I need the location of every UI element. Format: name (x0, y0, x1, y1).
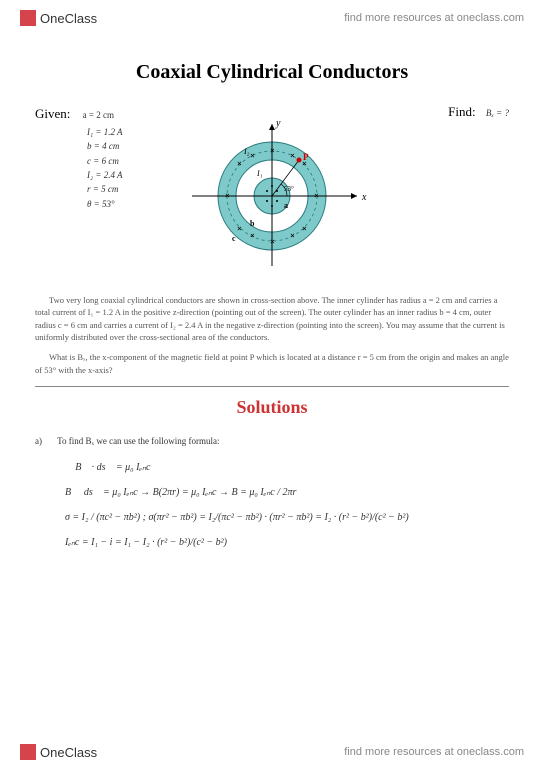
svg-text:×: × (302, 224, 307, 233)
given-column: Given: a = 2 cm I₁ = 1.2 A b = 4 cm c = … (35, 104, 185, 211)
solutions-title: Solutions (35, 397, 509, 418)
svg-text:×: × (290, 151, 295, 160)
given-item: I₂ = 2.4 A (87, 170, 123, 180)
i2-label: I₂ (243, 147, 250, 156)
find-label: Find: (448, 104, 475, 119)
page-body: Coaxial Cylindrical Conductors Given: a … (0, 36, 544, 548)
given-item: I₁ = 1.2 A (87, 127, 123, 137)
given-item: c = 6 cm (87, 156, 119, 166)
y-axis-label: y (275, 118, 281, 129)
given-item: θ = 53° (87, 199, 115, 209)
logo-icon (20, 10, 36, 26)
svg-text:×: × (314, 191, 319, 200)
given-item: b = 4 cm (87, 141, 119, 151)
logo: OneClass (20, 744, 97, 760)
solution-a: a) To find Bₓ we can use the following f… (35, 436, 509, 446)
find-column: Find: Bₓ = ? (429, 104, 509, 211)
logo-text: OneClass (40, 11, 97, 26)
formula-2: B ∮ ds⃗ = μ₀ Iₑₙc → B(2πr) = μ₀ Iₑₙc → B… (65, 487, 509, 498)
formula-3: σ = I₂ / (πc² − πb²) ; σ(πr² − πb²) = I₂… (65, 512, 509, 523)
footer-tagline: find more resources at oneclass.com (344, 746, 524, 758)
radius-c-label: c (232, 234, 236, 243)
divider (35, 386, 509, 387)
footer: OneClass find more resources at oneclass… (0, 734, 544, 770)
svg-text:×: × (250, 151, 255, 160)
point-p-marker (297, 158, 302, 163)
header: OneClass find more resources at oneclass… (0, 0, 544, 36)
given-item: r = 5 cm (87, 184, 118, 194)
diagram-svg: x y P 53° a b c I₁ I₂ ××× ××× ×× ×× (172, 116, 372, 281)
given-label: Given: (35, 106, 70, 121)
svg-text:×: × (225, 191, 230, 200)
formula-1: ∮ B⃗ · ds⃗ = μ₀ Iₑₙc (65, 462, 509, 473)
logo-icon (20, 744, 36, 760)
svg-text:×: × (250, 231, 255, 240)
i1-label: I₁ (256, 169, 263, 178)
solution-a-text: To find Bₓ we can use the following form… (57, 436, 219, 446)
problem-paragraph-2: What is Bₓ, the x-component of the magne… (35, 351, 509, 376)
logo-text: OneClass (40, 745, 97, 760)
svg-text:×: × (237, 159, 242, 168)
svg-text:×: × (270, 237, 275, 246)
header-tagline: find more resources at oneclass.com (344, 12, 524, 24)
logo: OneClass (20, 10, 97, 26)
svg-text:×: × (270, 146, 275, 155)
problem-paragraph-1: Two very long coaxial cylindrical conduc… (35, 294, 509, 343)
x-axis-label: x (361, 192, 367, 203)
find-value: Bₓ = ? (486, 108, 509, 118)
given-item: a = 2 cm (83, 110, 114, 120)
radius-b-label: b (250, 219, 255, 228)
formula-4: Iₑₙc = I₁ − i = I₁ − I₂ · (r² − b²)/(c² … (65, 537, 509, 548)
svg-text:×: × (302, 159, 307, 168)
page-title: Coaxial Cylindrical Conductors (35, 61, 509, 84)
solution-a-letter: a) (35, 436, 55, 446)
angle-label: 53° (284, 185, 294, 193)
svg-text:×: × (237, 224, 242, 233)
svg-text:×: × (290, 231, 295, 240)
radius-a-label: a (284, 201, 288, 210)
